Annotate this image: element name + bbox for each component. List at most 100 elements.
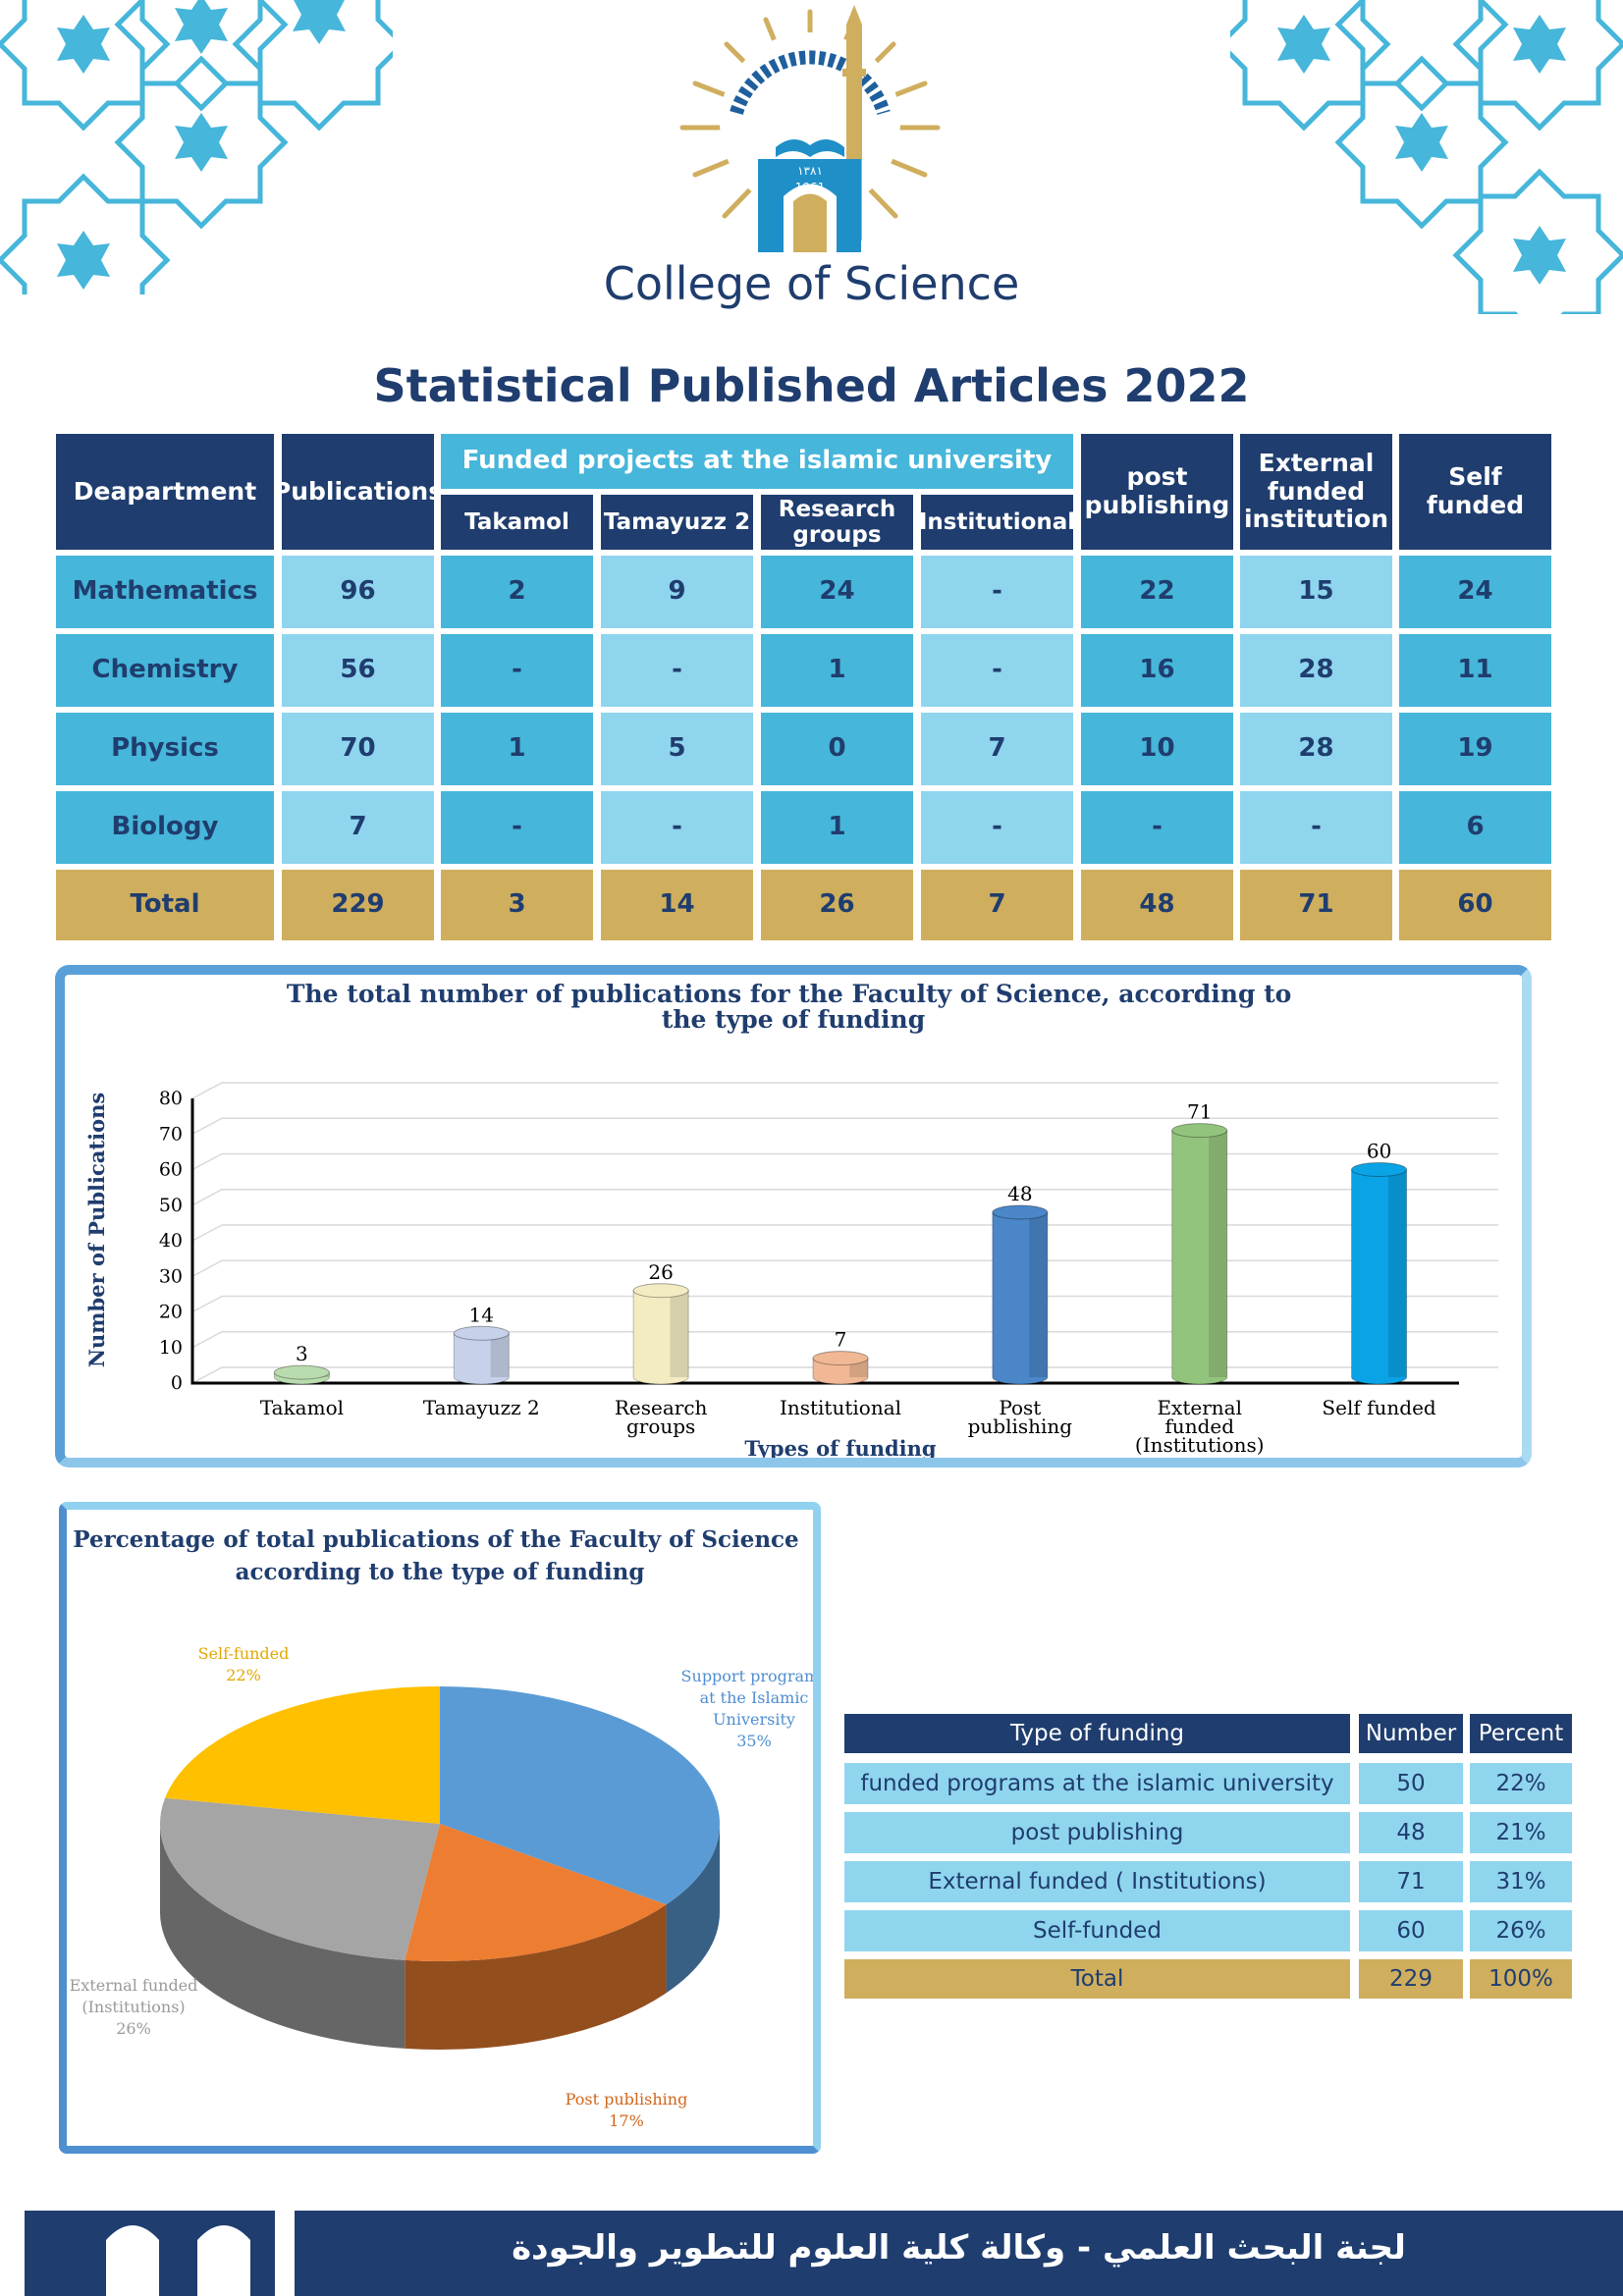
bar-top xyxy=(1171,1123,1228,1139)
pie-chart-slices xyxy=(160,1686,720,1961)
bar-body xyxy=(1351,1169,1408,1385)
bar xyxy=(812,1351,869,1385)
y-tick-label: 70 xyxy=(159,1123,183,1145)
logo-year: 1961 xyxy=(795,181,826,194)
cell-publications: 96 xyxy=(282,556,434,628)
cell-post-publishing: 10 xyxy=(1081,713,1233,785)
cell-self-funded: 6 xyxy=(1399,791,1551,864)
total-self-funded: 60 xyxy=(1399,870,1551,940)
cell-tamayuzz: - xyxy=(601,634,753,707)
summary-cell-percent: 31% xyxy=(1470,1861,1572,1902)
total-external-funded: 71 xyxy=(1240,870,1392,940)
footer-text: لجنة البحث العلمي - وكالة كلية العلوم لل… xyxy=(512,2228,1406,2268)
bar-value-label: 48 xyxy=(1007,1182,1032,1205)
bar-value-label: 7 xyxy=(835,1328,847,1352)
bar-chart-y-label: Number of Publications xyxy=(84,1093,109,1367)
cell-research-groups: 0 xyxy=(761,713,913,785)
summary-cell-type: post publishing xyxy=(844,1812,1350,1853)
summary-cell-type: funded programs at the islamic universit… xyxy=(844,1763,1350,1804)
cell-takamol: - xyxy=(441,634,593,707)
cell-external-funded: - xyxy=(1240,791,1392,864)
y-tick-label: 40 xyxy=(159,1230,183,1252)
cell-research-groups: 24 xyxy=(761,556,913,628)
grid-line xyxy=(191,1152,1498,1171)
bar-chart-title-line1: The total number of publications for the… xyxy=(287,980,1291,1008)
x-category-label: Tamayuzz 2 xyxy=(423,1396,540,1419)
bar-value-label: 71 xyxy=(1187,1100,1212,1124)
footer-decoration xyxy=(0,2211,295,2296)
bar-shade xyxy=(1209,1130,1227,1377)
pie-slice-side xyxy=(405,1904,667,2050)
x-category-label: Post publishing xyxy=(968,1396,1073,1438)
grid-line xyxy=(191,1366,1498,1384)
y-tick-label: 10 xyxy=(159,1337,183,1359)
cell-publications: 56 xyxy=(282,634,434,707)
summary-cell-type: External funded ( Institutions) xyxy=(844,1861,1350,1902)
bar xyxy=(1171,1123,1228,1385)
y-tick-label: 60 xyxy=(159,1159,183,1181)
total-institutional: 7 xyxy=(921,870,1073,940)
summary-cell-percent: 21% xyxy=(1470,1812,1572,1853)
decorative-pattern-right xyxy=(1230,0,1623,314)
total-department: Total xyxy=(56,870,274,940)
bar-top xyxy=(632,1283,689,1299)
summary-cell-percent: 26% xyxy=(1470,1910,1572,1951)
bar-shade xyxy=(1387,1169,1407,1377)
bar xyxy=(992,1204,1049,1385)
summary-total-percent: 100% xyxy=(1470,1959,1572,1999)
y-tick-label: 30 xyxy=(159,1265,183,1287)
grid-line xyxy=(191,1295,1498,1313)
cell-publications: 70 xyxy=(282,713,434,785)
bar xyxy=(453,1325,510,1385)
bar-value-label: 26 xyxy=(648,1260,673,1284)
bar xyxy=(1351,1162,1408,1385)
cell-department: Physics xyxy=(56,713,274,785)
cell-department: Mathematics xyxy=(56,556,274,628)
pie-slice xyxy=(160,1797,441,1960)
x-category-label: External funded (Institutions) xyxy=(1135,1396,1265,1457)
header-external-funded: External funded institution xyxy=(1240,434,1392,550)
bar-shade xyxy=(670,1290,689,1377)
bar-top xyxy=(1351,1162,1408,1177)
bar-chart: The total number of publications for the… xyxy=(84,980,1498,1461)
cell-tamayuzz: - xyxy=(601,791,753,864)
header-department: Deapartment xyxy=(56,434,274,550)
pie-slice xyxy=(165,1686,440,1824)
cell-post-publishing: - xyxy=(1081,791,1233,864)
pie-slice-label: Support programs at the Islamic University… xyxy=(681,1667,813,1750)
summary-total-type: Total xyxy=(844,1959,1350,1999)
cell-external-funded: 28 xyxy=(1240,713,1392,785)
bar xyxy=(273,1364,330,1385)
pie-chart: Percentage of total publications of the … xyxy=(70,1526,828,2130)
pie-slice-side xyxy=(666,1824,720,1994)
cell-post-publishing: 22 xyxy=(1081,556,1233,628)
cell-takamol: 1 xyxy=(441,713,593,785)
pie-chart-title-line2: according to the type of funding xyxy=(236,1559,645,1585)
bar-value-label: 14 xyxy=(469,1303,494,1326)
header-institutional: Institutional xyxy=(919,495,1075,550)
bar-top xyxy=(453,1325,510,1341)
grid-line xyxy=(191,1082,1498,1099)
cell-institutional: - xyxy=(921,556,1073,628)
cell-external-funded: 15 xyxy=(1240,556,1392,628)
pie-chart-panel: Percentage of total publications of the … xyxy=(59,1502,828,2154)
bar-shade xyxy=(1029,1212,1048,1377)
bar-value-label: 3 xyxy=(296,1342,308,1365)
bar-chart-title-line2: the type of funding xyxy=(662,1005,925,1034)
summary-cell-number: 48 xyxy=(1359,1812,1463,1853)
total-tamayuzz: 14 xyxy=(601,870,753,940)
bar-body xyxy=(812,1358,869,1385)
pie-slice-label: External funded (Institutions) 26% xyxy=(70,1976,198,2038)
grid-line xyxy=(191,1117,1498,1135)
cell-department: Biology xyxy=(56,791,274,864)
pie-slice xyxy=(405,1824,667,1961)
bar-top xyxy=(273,1364,330,1380)
pie-chart-labels: Support programs at the Islamic University… xyxy=(70,1644,828,2130)
pie-chart-sides xyxy=(160,1824,720,2050)
bar-chart-x-label: Types of funding xyxy=(744,1436,937,1458)
cell-self-funded: 11 xyxy=(1399,634,1551,707)
summary-total-number: 229 xyxy=(1359,1959,1463,1999)
bar-shade xyxy=(490,1333,510,1377)
cell-institutional: - xyxy=(921,791,1073,864)
y-tick-label: 0 xyxy=(171,1372,183,1394)
